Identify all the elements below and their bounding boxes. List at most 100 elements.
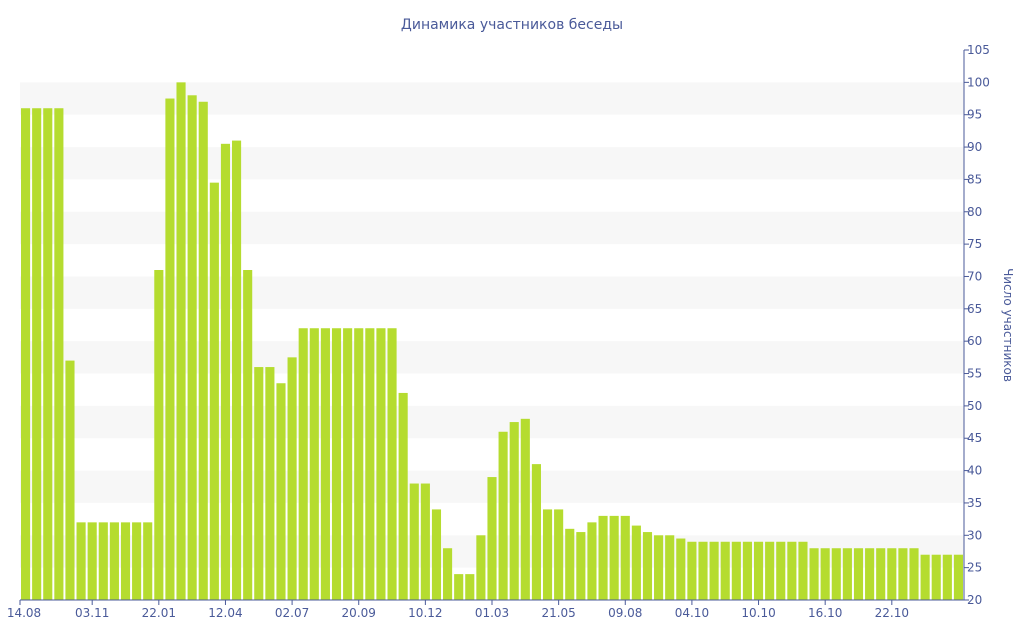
x-tick-label: 10.12 <box>408 606 442 620</box>
y-tick-label: 40 <box>967 464 982 478</box>
bar <box>820 548 830 600</box>
y-tick-label: 20 <box>967 593 982 607</box>
bar <box>487 477 497 600</box>
bar <box>209 182 219 600</box>
bar <box>265 367 275 600</box>
bar <box>565 528 575 600</box>
bar <box>243 270 253 600</box>
bar <box>420 483 430 600</box>
bar <box>320 328 330 600</box>
bar <box>720 541 730 600</box>
x-tick-label: 04.10 <box>675 606 709 620</box>
bar <box>642 532 653 600</box>
bar <box>520 418 530 600</box>
bar <box>454 574 464 600</box>
bar <box>165 98 175 600</box>
bars-group <box>21 82 963 601</box>
y-tick-label: 75 <box>967 237 982 251</box>
bar <box>654 535 664 600</box>
bar <box>698 541 708 600</box>
y-tick-label: 105 <box>967 43 990 57</box>
bar <box>620 515 630 600</box>
bar <box>398 392 408 600</box>
bar <box>287 357 297 600</box>
bar <box>920 554 930 600</box>
bar <box>742 541 752 600</box>
bar <box>298 328 308 600</box>
bar <box>731 541 741 600</box>
x-tick-label: 22.10 <box>875 606 909 620</box>
bar <box>120 522 131 600</box>
bar <box>365 328 375 600</box>
bar <box>631 525 641 600</box>
bar <box>554 509 564 600</box>
x-tick-label: 20.09 <box>342 606 376 620</box>
bar <box>842 548 852 600</box>
bar <box>765 541 775 600</box>
bar <box>154 270 164 600</box>
bar <box>32 108 42 601</box>
bar <box>343 328 353 600</box>
bar <box>187 95 197 600</box>
bar <box>542 509 553 600</box>
y-axis-ticks: 20 25 30 35 40 45 50 55 60 65 70 75 80 85 90 95 100 105 <box>964 43 990 607</box>
x-tick-label: 21.05 <box>541 606 575 620</box>
bar <box>65 360 75 600</box>
bar <box>953 554 963 600</box>
bar <box>531 464 541 600</box>
bar <box>309 328 319 600</box>
bar <box>87 522 97 600</box>
y-tick-label: 50 <box>967 399 982 413</box>
bar <box>687 541 697 600</box>
bar <box>43 108 53 601</box>
bar <box>409 483 419 600</box>
grid-band <box>20 147 964 180</box>
y-tick-label: 90 <box>967 140 982 154</box>
bar <box>787 541 797 600</box>
bar <box>776 541 786 600</box>
bar <box>376 328 386 600</box>
bar <box>498 431 508 600</box>
bar <box>276 383 286 600</box>
bar <box>220 143 231 600</box>
grid-band <box>20 82 964 115</box>
y-tick-label: 65 <box>967 302 982 316</box>
bar <box>443 548 453 600</box>
x-tick-label: 14.08 <box>7 606 41 620</box>
x-tick-label: 12.04 <box>208 606 242 620</box>
bar <box>232 140 242 600</box>
bar <box>387 328 397 600</box>
bar <box>98 522 108 600</box>
x-tick-label: 02.07 <box>275 606 309 620</box>
x-tick-label: 22.01 <box>142 606 176 620</box>
bar <box>876 548 886 600</box>
bar <box>198 101 208 600</box>
y-tick-label: 70 <box>967 269 982 283</box>
bar <box>753 541 764 600</box>
bar <box>354 328 364 600</box>
bar <box>576 532 586 600</box>
bar <box>809 548 819 600</box>
x-tick-label: 01.03 <box>475 606 509 620</box>
bar <box>587 522 597 600</box>
x-tick-label: 03.11 <box>75 606 109 620</box>
y-tick-label: 25 <box>967 561 982 575</box>
y-tick-label: 100 <box>967 75 990 89</box>
y-axis-label: Число участников <box>1001 268 1015 382</box>
bar <box>331 328 342 600</box>
bar <box>431 509 442 600</box>
bar <box>476 535 486 600</box>
y-tick-label: 85 <box>967 172 982 186</box>
bar <box>942 554 952 600</box>
y-tick-label: 45 <box>967 431 982 445</box>
bar <box>109 522 119 600</box>
bar <box>676 538 686 600</box>
y-tick-label: 35 <box>967 496 982 510</box>
bar <box>143 522 153 600</box>
bar <box>887 548 897 600</box>
bar <box>853 548 864 600</box>
grid-band <box>20 211 964 245</box>
bar <box>865 548 875 600</box>
